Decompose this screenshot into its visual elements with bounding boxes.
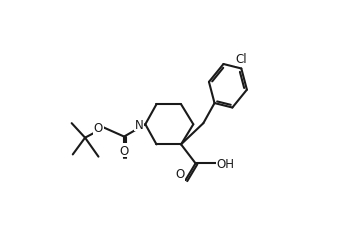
Text: O: O xyxy=(119,144,129,157)
Text: O: O xyxy=(175,167,184,180)
Text: Cl: Cl xyxy=(236,53,247,66)
Text: N: N xyxy=(135,118,144,131)
Text: O: O xyxy=(94,122,103,135)
Text: OH: OH xyxy=(217,157,235,170)
